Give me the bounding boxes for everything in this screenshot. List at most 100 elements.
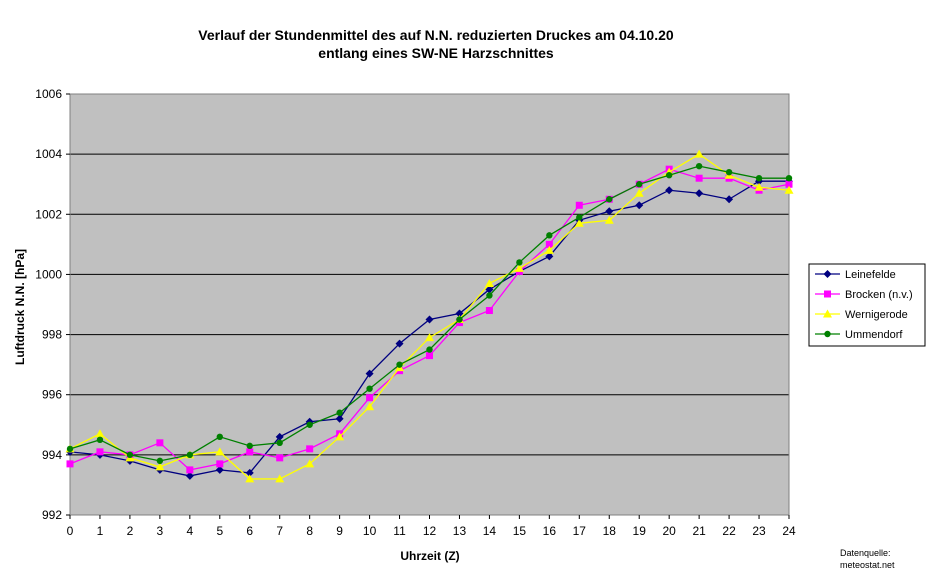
data-point	[245, 474, 255, 483]
source-url: meteostat.net	[840, 560, 895, 570]
data-point	[604, 215, 614, 224]
legend-label: Brocken (n.v.)	[845, 289, 913, 301]
data-point	[725, 195, 734, 204]
data-point	[275, 432, 284, 441]
x-tick-label: 18	[603, 524, 617, 538]
x-tick-label: 23	[752, 524, 766, 538]
legend: Leinefelde Brocken (n.v.) Wernigerode Ummen…	[808, 263, 926, 347]
data-point	[96, 436, 104, 444]
data-point	[66, 460, 74, 468]
data-point	[216, 433, 223, 441]
data-point	[516, 259, 523, 266]
legend-label: Leinefelde	[845, 269, 896, 281]
legend-swatch-marker	[823, 309, 832, 318]
data-point	[305, 459, 315, 468]
x-tick-label: 9	[336, 524, 343, 538]
data-point	[785, 175, 793, 182]
data-point	[426, 346, 433, 353]
data-point	[606, 196, 613, 203]
data-point	[455, 309, 464, 318]
data-point	[725, 168, 733, 176]
data-point	[544, 245, 554, 254]
data-point	[574, 218, 584, 227]
data-point	[156, 439, 164, 447]
data-point	[546, 232, 553, 239]
legend-item: Ummendorf	[815, 329, 903, 341]
data-point	[246, 442, 253, 450]
x-axis-label: Uhrzeit (Z)	[400, 549, 459, 563]
data-point	[156, 457, 164, 465]
data-point	[306, 445, 314, 453]
data-point	[545, 240, 553, 248]
data-point	[215, 447, 225, 456]
legend-item: Leinefelde	[815, 269, 896, 281]
x-tick-label: 22	[722, 524, 736, 538]
data-point	[246, 448, 254, 456]
x-tick-label: 21	[692, 524, 706, 538]
data-point	[366, 394, 374, 402]
x-tick-label: 3	[157, 524, 164, 538]
x-tick-label: 15	[513, 524, 527, 538]
x-tick-label: 0	[67, 524, 74, 538]
x-tick-label: 8	[306, 524, 313, 538]
data-point	[425, 315, 434, 324]
x-axis-ticks: 0 1 2 3 4 5 6 7 8 9 10 11 12 13 14 15 16 17 18 19 20 21 22 23 24	[67, 515, 796, 538]
x-tick-label: 19	[633, 524, 647, 538]
data-point	[636, 181, 643, 188]
data-point	[186, 466, 194, 474]
y-tick-label: 1000	[35, 267, 62, 281]
data-point	[575, 201, 583, 209]
data-point	[665, 171, 673, 179]
data-point	[155, 462, 165, 471]
x-tick-label: 12	[423, 524, 437, 538]
data-point	[365, 369, 374, 378]
data-point	[484, 278, 494, 287]
series-3	[66, 162, 793, 465]
x-tick-label: 2	[127, 524, 134, 538]
data-point	[96, 448, 104, 456]
x-tick-label: 14	[483, 524, 497, 538]
data-point	[275, 474, 285, 483]
legend-swatch-marker	[824, 330, 831, 338]
data-point	[276, 454, 284, 462]
chart-title-line-2: entlang eines SW-NE Harzschnittes	[318, 45, 554, 61]
data-point	[365, 402, 375, 411]
data-point	[185, 471, 194, 480]
data-point	[215, 465, 224, 474]
x-tick-label: 4	[186, 524, 193, 538]
source-label: Datenquelle:	[840, 548, 891, 558]
x-tick-label: 6	[246, 524, 253, 538]
legend-label: Ummendorf	[845, 329, 903, 341]
data-point	[545, 252, 554, 261]
data-point	[754, 182, 764, 191]
data-point	[634, 188, 644, 197]
data-point	[784, 185, 794, 194]
y-tick-label: 992	[42, 508, 62, 522]
legend-swatch-marker	[823, 270, 832, 278]
x-tick-label: 16	[543, 524, 557, 538]
legend-item: Brocken (n.v.)	[815, 289, 913, 301]
data-point	[395, 339, 404, 348]
data-point	[66, 445, 74, 453]
data-point	[245, 468, 254, 477]
x-tick-label: 10	[363, 524, 377, 538]
data-point	[95, 429, 105, 438]
plot-area	[70, 94, 789, 515]
legend-swatch-marker	[824, 290, 831, 298]
y-tick-label: 998	[42, 328, 62, 342]
data-point	[276, 439, 283, 447]
data-point	[426, 352, 433, 360]
x-tick-label: 1	[97, 524, 104, 538]
data-point	[785, 180, 793, 188]
data-point	[335, 432, 345, 441]
data-point	[336, 409, 343, 416]
data-point	[186, 451, 194, 459]
x-tick-label: 24	[782, 524, 796, 538]
data-point	[216, 460, 224, 468]
data-point	[486, 292, 493, 299]
x-tick-label: 11	[393, 524, 406, 538]
series-group	[65, 149, 794, 483]
data-point	[695, 189, 704, 198]
data-point	[456, 316, 463, 323]
